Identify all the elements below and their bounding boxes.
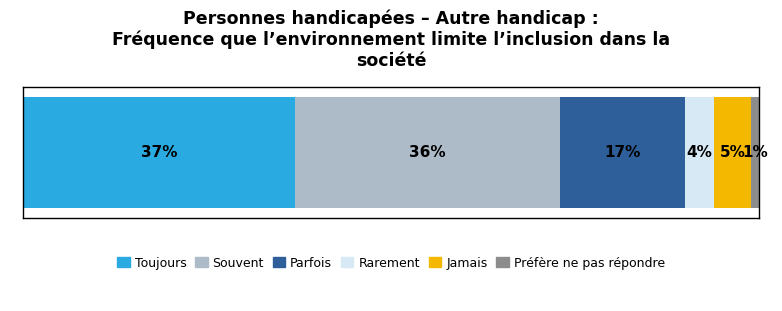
Bar: [715, 97, 752, 208]
Text: 1%: 1%: [742, 145, 768, 160]
Text: 36%: 36%: [410, 145, 446, 160]
Text: 17%: 17%: [604, 145, 640, 160]
Text: 37%: 37%: [142, 145, 178, 160]
Bar: [560, 97, 685, 208]
Text: 5%: 5%: [720, 145, 746, 160]
Bar: [296, 97, 560, 208]
Bar: [23, 97, 296, 208]
Bar: [752, 97, 759, 208]
Text: 4%: 4%: [687, 145, 712, 160]
Text: Personnes handicapées – Autre handicap :
Fréquence que l’environnement limite l’: Personnes handicapées – Autre handicap :…: [112, 9, 670, 70]
Legend: Toujours, Souvent, Parfois, Rarement, Jamais, Préfère ne pas répondre: Toujours, Souvent, Parfois, Rarement, Ja…: [117, 257, 665, 270]
Bar: [685, 97, 715, 208]
